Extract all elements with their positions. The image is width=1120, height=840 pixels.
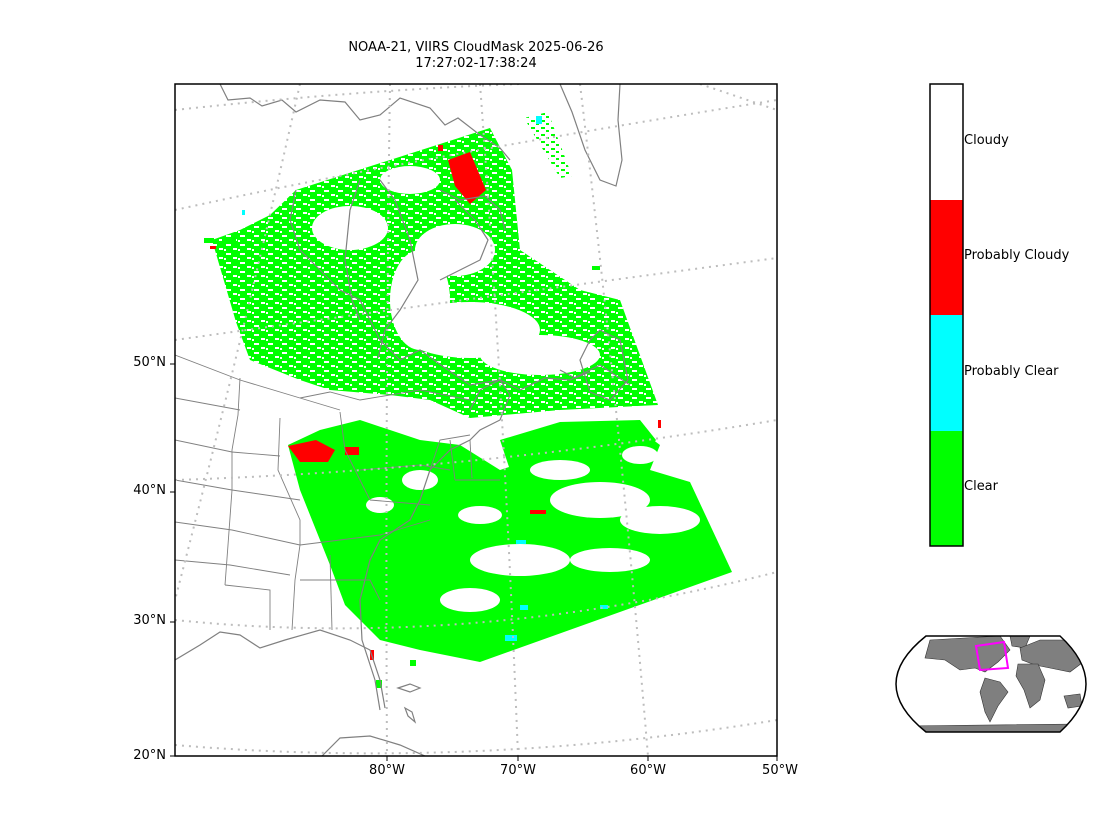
lat-label-40n: 40°N <box>133 483 166 498</box>
graticule <box>175 84 777 756</box>
colorbar-clear <box>930 431 963 546</box>
state-borders <box>175 354 500 631</box>
lat-label-50n: 50°N <box>133 355 166 370</box>
colorbar-cloudy <box>930 84 963 200</box>
axis-ticks <box>170 363 778 761</box>
colorbar-label-clear: Clear <box>964 479 998 494</box>
clear-area-south <box>288 420 732 662</box>
probably-clear-areas <box>242 116 608 641</box>
coastlines <box>175 84 631 756</box>
colorbar-label-probably-clear: Probably Clear <box>964 364 1059 379</box>
map-area <box>175 84 777 756</box>
title-line-1: NOAA-21, VIIRS CloudMask 2025-06-26 <box>348 40 604 55</box>
inset-south-america <box>979 677 1009 723</box>
inset-region-outline <box>974 640 1010 672</box>
colorbar-frame <box>929 83 964 547</box>
colorbar <box>929 83 964 547</box>
title-line-2: 17:27:02-17:38:24 <box>415 56 537 71</box>
clear-sliver-ne <box>524 112 572 178</box>
lon-label-80w: 80°W <box>369 763 405 778</box>
colorbar-probably-cloudy <box>930 200 963 315</box>
map-frame <box>174 83 778 757</box>
inset-antarctica <box>904 723 1081 732</box>
colorbar-probably-clear <box>930 315 963 431</box>
lat-label-20n: 20°N <box>133 748 166 763</box>
colorbar-label-probably-cloudy: Probably Cloudy <box>964 248 1070 263</box>
map-title: NOAA-21, VIIRS CloudMask 2025-06-26 17:2… <box>175 40 777 72</box>
clear-area-east <box>500 420 656 470</box>
colorbar-label-cloudy: Cloudy <box>964 133 1009 148</box>
lon-label-70w: 70°W <box>500 763 536 778</box>
lon-label-60w: 60°W <box>630 763 666 778</box>
inset-africa <box>1015 663 1046 709</box>
inset-locator-map <box>895 635 1087 733</box>
lon-label-50w: 50°W <box>762 763 798 778</box>
lat-label-30n: 30°N <box>133 613 166 628</box>
cloudy-areas <box>312 166 700 612</box>
clear-fragments <box>204 238 602 688</box>
cloudmask-swath <box>204 112 732 688</box>
